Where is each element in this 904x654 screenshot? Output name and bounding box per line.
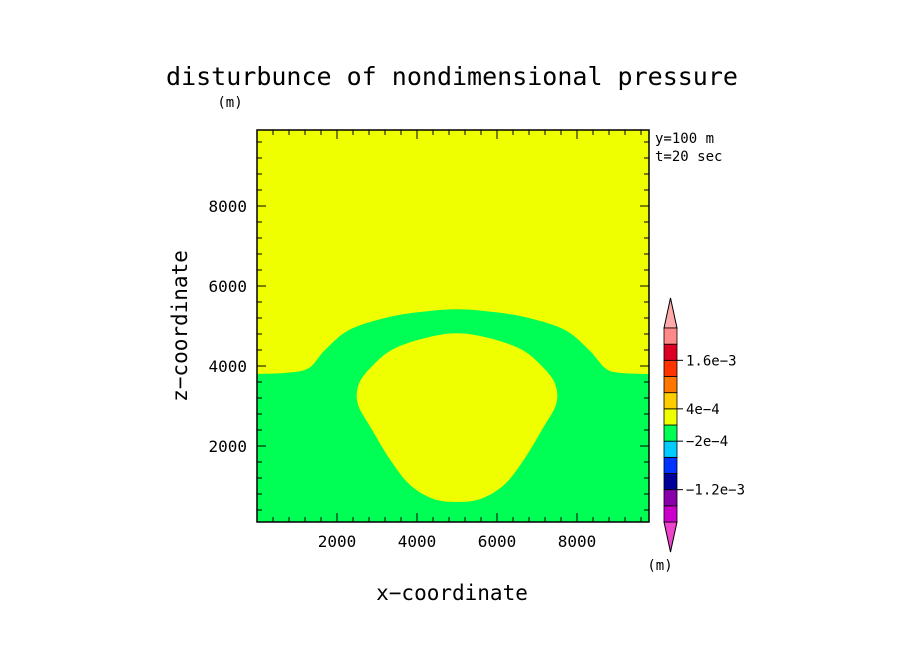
annotation-t: t=20 sec <box>655 149 722 165</box>
y-unit-label: (m) <box>217 95 242 111</box>
colorbar-unit-label: (m) <box>647 558 672 574</box>
y-axis-label: z−coordinate <box>168 250 192 402</box>
chart-title: disturbunce of nondimensional pressure <box>166 62 738 91</box>
y-tick-label: 6000 <box>208 277 247 296</box>
colorbar-level <box>663 408 678 426</box>
colorbar-level <box>663 327 678 345</box>
plot-frame <box>256 129 650 523</box>
colorbar-level <box>663 505 678 523</box>
y-tick-label: 8000 <box>208 197 247 216</box>
colorbar: −1.2e−3 −2e−4 4e−4 1.6e−3 <box>663 297 745 553</box>
colorbar-label: 4e−4 <box>686 402 720 418</box>
colorbar-max-arrow <box>663 297 678 329</box>
plot-area <box>257 130 649 522</box>
colorbar-label: −1.2e−3 <box>686 483 745 499</box>
colorbar-level <box>663 343 678 361</box>
x-axis-label: x−coordinate <box>376 581 528 605</box>
colorbar-level <box>663 376 678 394</box>
x-tick-label: 4000 <box>398 532 437 551</box>
annotation-y: y=100 m <box>655 131 714 147</box>
colorbar-level <box>663 424 678 442</box>
colorbar-level <box>663 440 678 458</box>
colorbar-level <box>663 456 678 474</box>
axes: 2000 4000 6000 8000 2000 4000 6000 8000 <box>208 129 650 551</box>
colorbar-min-arrow <box>663 521 678 553</box>
colorbar-level <box>663 489 678 507</box>
x-tick-label: 2000 <box>318 532 357 551</box>
colorbar-level <box>663 392 678 410</box>
colorbar-level <box>663 473 678 491</box>
x-tick-label: 8000 <box>558 532 597 551</box>
y-tick-label: 4000 <box>208 357 247 376</box>
colorbar-label: −2e−4 <box>686 434 728 450</box>
colorbar-label: 1.6e−3 <box>686 353 737 369</box>
x-tick-label: 6000 <box>478 532 517 551</box>
y-tick-label: 2000 <box>208 437 247 456</box>
colorbar-level <box>663 359 678 377</box>
contour-region-inner-bubble <box>356 333 558 502</box>
